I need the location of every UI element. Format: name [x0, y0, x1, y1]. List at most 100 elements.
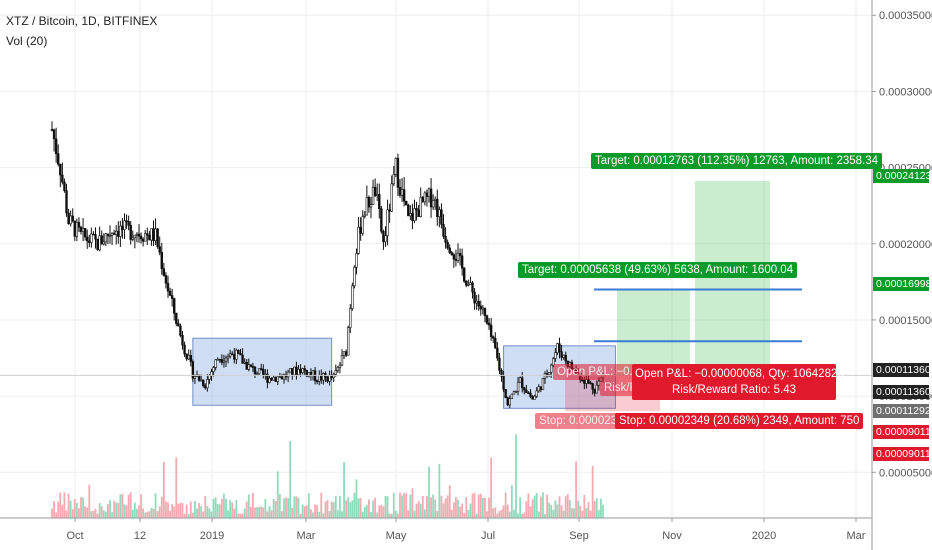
target-label-major[interactable]: Target: 0.00012763 (112.35%) 12763, Amou…	[591, 153, 883, 169]
volume-bar	[571, 507, 573, 518]
volume-bar	[169, 510, 171, 518]
volume-bar	[223, 493, 225, 518]
price-badge: 0.00009011	[873, 447, 931, 461]
volume-bar	[510, 485, 513, 518]
volume-bar	[539, 496, 542, 518]
candle-body	[521, 377, 524, 389]
volume-bar	[386, 496, 389, 518]
candle-body	[541, 378, 545, 391]
x-axis: Oct 12 2019 Mar May Jul Sep Nov 2020 Mar	[0, 517, 872, 542]
volume-bar	[517, 513, 519, 518]
volume-bar	[225, 498, 227, 518]
candle-body	[112, 232, 116, 235]
volume-bar	[566, 494, 569, 518]
volume-bar	[322, 513, 325, 518]
volume-bar	[436, 511, 439, 518]
volume-bar	[585, 507, 588, 518]
volume-bar	[73, 499, 76, 518]
volume-bar	[307, 493, 310, 518]
price-badge: 0.00024123	[873, 169, 931, 183]
volume-bar	[305, 505, 308, 518]
volume-bar	[220, 498, 223, 518]
volume-bar	[463, 512, 466, 518]
volume-bar	[343, 462, 345, 518]
volume-bar	[75, 503, 78, 518]
candle-body	[434, 198, 437, 201]
volume-bar	[591, 465, 594, 518]
candle-body	[301, 368, 304, 373]
candle-body	[525, 389, 528, 393]
open-pnl-panel[interactable]: Open P&L: −0.00000068, Qty: 10642826 Ris…	[632, 364, 844, 400]
volume-bar	[492, 508, 495, 518]
candle-body	[506, 397, 509, 406]
candle-body	[510, 393, 514, 399]
volume-bar	[262, 507, 265, 518]
volume-bar	[413, 510, 416, 518]
candle-body	[531, 396, 534, 400]
candle-body	[388, 209, 391, 212]
candle-body	[226, 355, 230, 359]
volume-bar	[326, 499, 329, 518]
volume-bar	[525, 501, 528, 518]
volume-bar	[245, 501, 248, 518]
candle-body	[396, 157, 400, 188]
volume-bar	[602, 504, 604, 518]
volume-bar	[390, 513, 393, 518]
volume-bar	[173, 506, 176, 518]
candle-body	[311, 370, 315, 376]
candle-body	[363, 214, 366, 217]
candle-body	[177, 323, 180, 327]
volume-bar	[484, 497, 486, 518]
candle-body	[280, 376, 284, 380]
volume-bar	[552, 509, 555, 518]
candle-body	[233, 354, 236, 360]
volume-bar	[417, 501, 420, 518]
stop-label[interactable]: Stop: 0.00002349 (20.68%) 2349, Amount: …	[615, 413, 864, 429]
volume-bar	[299, 513, 302, 518]
volume-bar	[345, 500, 348, 518]
candle-body	[351, 285, 354, 309]
open-pnl-behind: Open P&L: −0.0	[553, 364, 644, 380]
price-badge: 0.00011360	[873, 385, 931, 399]
candle-body	[344, 351, 348, 356]
candle-body	[423, 192, 427, 203]
volume-bar	[291, 507, 294, 518]
target-label-minor[interactable]: Target: 0.00005638 (49.63%) 5638, Amount…	[518, 262, 798, 278]
volume-bar	[320, 492, 323, 518]
volume-bar	[426, 496, 428, 518]
candle-body	[529, 392, 532, 397]
candle-body	[141, 238, 145, 242]
volume-bar	[357, 498, 360, 518]
volume-bar	[69, 500, 72, 518]
candle-body	[168, 290, 172, 296]
volume-bar	[546, 494, 548, 518]
volume-bar	[177, 503, 180, 518]
x-tick-label: 12	[134, 530, 146, 542]
candle-body	[241, 354, 244, 364]
candle-body	[390, 183, 393, 212]
candle-body	[378, 194, 381, 210]
candle-body	[334, 370, 337, 375]
candle-body	[332, 374, 335, 379]
volume-bar	[165, 501, 167, 518]
candles	[50, 121, 605, 409]
candle-body	[508, 398, 511, 406]
candle-body	[500, 369, 503, 377]
volume-bar	[283, 498, 285, 518]
candle-body	[224, 357, 228, 362]
volume-bar	[235, 500, 238, 518]
candle-body	[463, 267, 466, 282]
volume-bar	[241, 513, 244, 518]
candle-body	[146, 233, 149, 236]
x-tick-label: May	[386, 530, 407, 542]
candle-body	[150, 228, 153, 241]
volume-bar	[80, 497, 82, 518]
candle-body	[336, 367, 340, 371]
volume-bar	[96, 513, 99, 518]
volume-bar	[123, 504, 126, 518]
candle-body	[340, 355, 344, 366]
candle-body	[214, 359, 217, 368]
volume-bar	[341, 511, 343, 518]
candle-body	[369, 204, 373, 208]
candle-body	[270, 377, 273, 381]
